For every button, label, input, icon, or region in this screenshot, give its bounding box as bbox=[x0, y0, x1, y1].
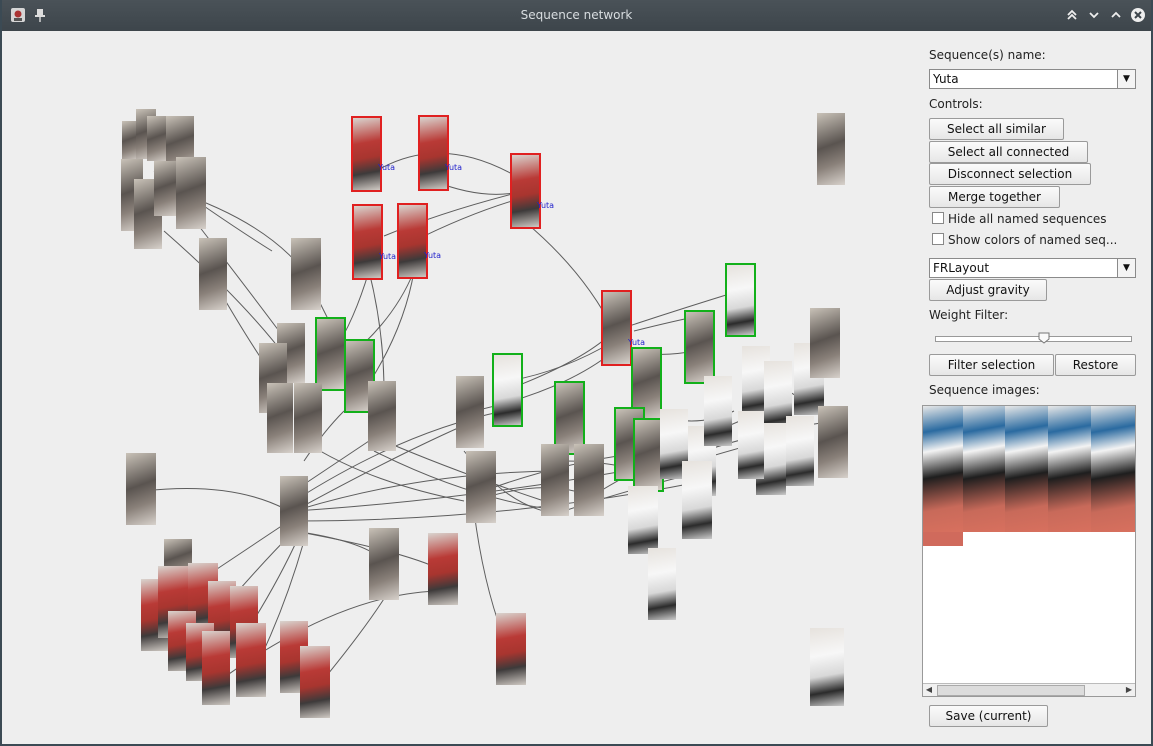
sequence-node[interactable] bbox=[291, 238, 321, 310]
node-label: Yuta bbox=[379, 252, 397, 261]
node-label: Yuta bbox=[378, 163, 396, 172]
sequence-node[interactable] bbox=[541, 444, 569, 516]
sequence-node[interactable] bbox=[466, 451, 496, 523]
merge-together-button[interactable]: Merge together bbox=[929, 186, 1060, 208]
sequence-images-label: Sequence images: bbox=[929, 383, 1040, 397]
weight-filter-label: Weight Filter: bbox=[929, 308, 1009, 322]
restore-button[interactable]: Restore bbox=[1055, 354, 1136, 376]
sequence-image bbox=[963, 406, 1005, 532]
select-all-connected-button[interactable]: Select all connected bbox=[929, 141, 1088, 163]
hide-named-checkbox[interactable]: Hide all named sequences bbox=[932, 211, 1107, 227]
shade-icon[interactable] bbox=[1064, 7, 1080, 23]
sequence-node[interactable] bbox=[786, 416, 814, 486]
sequence-node[interactable] bbox=[176, 157, 206, 229]
sequence-name-label: Sequence(s) name: bbox=[929, 48, 1046, 62]
sequence-node[interactable] bbox=[628, 486, 658, 554]
sequence-image bbox=[923, 532, 963, 546]
sequence-node[interactable] bbox=[682, 461, 712, 539]
named-sequence-node[interactable] bbox=[352, 204, 383, 280]
slider-thumb-icon[interactable] bbox=[1038, 329, 1050, 344]
selected-sequence-node[interactable] bbox=[554, 381, 585, 455]
sequence-node[interactable] bbox=[199, 238, 227, 310]
save-current-button[interactable]: Save (current) bbox=[929, 705, 1048, 727]
sequence-node[interactable] bbox=[738, 411, 764, 479]
adjust-gravity-button[interactable]: Adjust gravity bbox=[929, 279, 1047, 301]
sequence-image bbox=[1005, 406, 1048, 532]
layout-combo[interactable]: FRLayout ▼ bbox=[929, 258, 1136, 278]
sequence-node[interactable] bbox=[810, 628, 844, 706]
sequence-node[interactable] bbox=[428, 533, 458, 605]
sequence-node[interactable] bbox=[202, 631, 230, 705]
layout-value: FRLayout bbox=[933, 261, 990, 275]
close-icon[interactable] bbox=[1130, 7, 1146, 23]
scroll-right-icon[interactable]: ▶ bbox=[1125, 685, 1133, 694]
scrollbar-knob[interactable] bbox=[937, 685, 1085, 696]
sequence-node[interactable] bbox=[369, 528, 399, 600]
chevron-down-icon[interactable]: ▼ bbox=[1117, 259, 1135, 277]
weight-filter-slider[interactable] bbox=[935, 336, 1132, 342]
disconnect-selection-button[interactable]: Disconnect selection bbox=[929, 163, 1091, 185]
sequence-image bbox=[1091, 406, 1135, 532]
sequence-name-combo[interactable]: Yuta ▼ bbox=[929, 69, 1136, 89]
named-sequence-node[interactable] bbox=[351, 116, 382, 192]
node-label: Yuta bbox=[445, 163, 463, 172]
filter-selection-button[interactable]: Filter selection bbox=[929, 354, 1054, 376]
chevron-down-icon[interactable]: ▼ bbox=[1117, 70, 1135, 88]
sequence-node[interactable] bbox=[818, 406, 848, 478]
app-logo-icon bbox=[10, 7, 26, 23]
sequence-node[interactable] bbox=[496, 613, 526, 685]
sequence-node[interactable] bbox=[456, 376, 484, 448]
selected-sequence-node[interactable] bbox=[633, 418, 664, 492]
node-label: Yuta bbox=[537, 201, 555, 210]
selected-sequence-node[interactable] bbox=[725, 263, 756, 337]
node-label: Yuta bbox=[628, 338, 646, 347]
sequence-name-value: Yuta bbox=[933, 72, 959, 86]
controls-label: Controls: bbox=[929, 97, 983, 111]
scroll-left-icon[interactable]: ◀ bbox=[925, 685, 933, 694]
selected-sequence-node[interactable] bbox=[492, 353, 523, 427]
sequence-node[interactable] bbox=[267, 383, 293, 453]
sequence-node[interactable] bbox=[126, 453, 156, 525]
sequence-node[interactable] bbox=[810, 308, 840, 378]
sequence-node[interactable] bbox=[817, 113, 845, 185]
sequence-node[interactable] bbox=[368, 381, 396, 451]
controls-panel: Sequence(s) name: Yuta ▼ Controls: Selec… bbox=[920, 31, 1151, 744]
network-graph-canvas[interactable]: Yuta Yuta Yuta Yuta Yuta Yuta bbox=[4, 31, 914, 744]
sequence-images-view[interactable]: ◀ ▶ bbox=[922, 405, 1136, 697]
sequence-node[interactable] bbox=[300, 646, 330, 718]
sequence-image bbox=[923, 406, 963, 532]
sequence-node[interactable] bbox=[154, 161, 179, 216]
sequence-image bbox=[1048, 406, 1091, 532]
hide-named-label: Hide all named sequences bbox=[948, 212, 1107, 226]
show-colors-label: Show colors of named seq... bbox=[948, 233, 1118, 247]
pin-icon[interactable] bbox=[32, 7, 48, 23]
window-title: Sequence network bbox=[520, 8, 633, 22]
sequence-node[interactable] bbox=[574, 444, 604, 516]
selected-sequence-node[interactable] bbox=[315, 317, 346, 391]
sequence-node[interactable] bbox=[280, 476, 308, 546]
node-label: Yuta bbox=[424, 251, 442, 260]
sequence-node[interactable] bbox=[704, 376, 732, 446]
sequence-node[interactable] bbox=[294, 383, 322, 453]
checkbox-icon[interactable] bbox=[932, 233, 944, 245]
images-scrollbar[interactable]: ◀ ▶ bbox=[923, 683, 1135, 696]
minimize-icon[interactable] bbox=[1086, 7, 1102, 23]
named-sequence-node[interactable] bbox=[397, 203, 428, 279]
named-sequence-node[interactable] bbox=[418, 115, 449, 191]
sequence-node[interactable] bbox=[236, 623, 266, 697]
named-sequence-node[interactable] bbox=[510, 153, 541, 229]
select-all-similar-button[interactable]: Select all similar bbox=[929, 118, 1064, 140]
selected-sequence-node[interactable] bbox=[684, 310, 715, 384]
sequence-node[interactable] bbox=[648, 548, 676, 620]
maximize-icon[interactable] bbox=[1108, 7, 1124, 23]
checkbox-icon[interactable] bbox=[932, 212, 944, 224]
named-sequence-node[interactable] bbox=[601, 290, 632, 366]
show-colors-checkbox[interactable]: Show colors of named seq... bbox=[932, 232, 1117, 248]
title-bar[interactable]: Sequence network bbox=[2, 0, 1151, 31]
